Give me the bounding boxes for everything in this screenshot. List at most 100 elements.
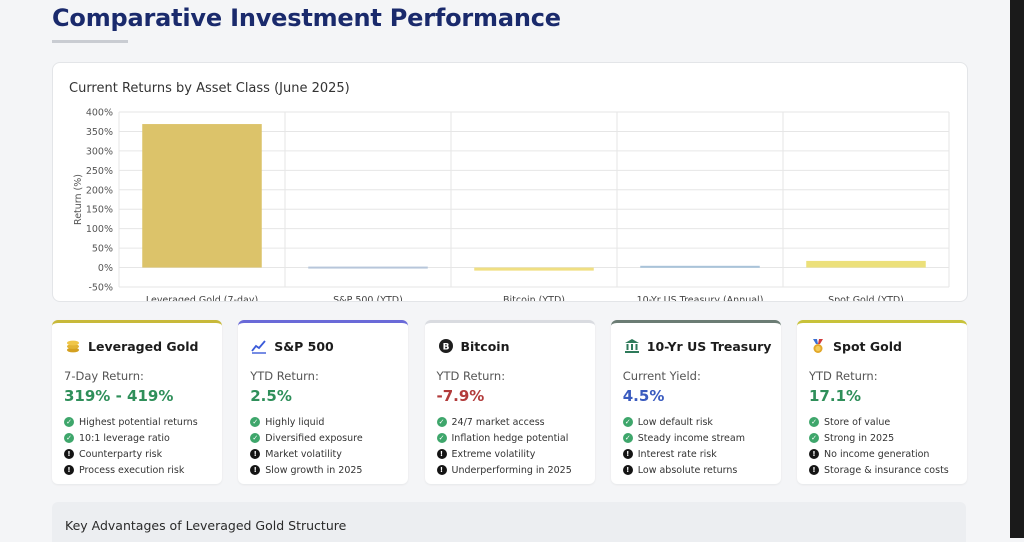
x-tick-label: S&P 500 (YTD) (333, 295, 403, 301)
bar-4 (806, 260, 926, 268)
card-header: B Bitcoin (437, 337, 510, 355)
y-tick-label: 200% (86, 185, 113, 196)
point-text: Highest potential returns (79, 416, 198, 428)
card-title: Bitcoin (460, 338, 510, 354)
point-text: Underperforming in 2025 (451, 464, 572, 476)
window-edge (1010, 0, 1024, 538)
returns-bar-chart: -50% 0% 50% 100% 150% 200% 250% 300% 350% 400% Lev… (73, 108, 950, 301)
point-text: Process execution risk (79, 464, 185, 476)
pro-point: ✓ Inflation hedge potential (436, 430, 572, 446)
card-points-list: ✓ Highest potential returns ✓ 10:1 leverage… (64, 414, 198, 478)
returns-chart-card: Current Returns by Asset Class (June 202… (52, 62, 968, 302)
card-title: S&P 500 (274, 338, 334, 354)
asset-card: Spot Gold YTD Return: 17.1% ✓ Store of value… (797, 320, 967, 484)
x-tick-label: Leveraged Gold (7-day) (146, 295, 258, 301)
x-tick-label: Spot Gold (YTD) (828, 295, 904, 301)
check-circle-icon: ✓ (64, 433, 74, 443)
point-text: Extreme volatility (451, 448, 536, 460)
card-header: Spot Gold (809, 337, 902, 355)
con-point: ! Process execution risk (64, 462, 198, 478)
y-tick-label: 300% (86, 146, 113, 157)
y-tick-label: 100% (86, 224, 113, 235)
chart-title: Current Returns by Asset Class (June 202… (69, 81, 350, 96)
y-tick-label: 250% (86, 166, 113, 177)
con-point: ! Market volatility (250, 446, 362, 462)
key-advantages-section: Key Advantages of Leveraged Gold Structu… (52, 502, 966, 542)
card-header: Leveraged Gold (64, 337, 198, 355)
asset-cards-row: Leveraged Gold 7-Day Return: 319% - 419% ✓ H… (52, 320, 967, 486)
pro-point: ✓ Highly liquid (250, 414, 362, 430)
card-points-list: ✓ Low default risk ✓ Steady income stream! I… (622, 414, 745, 478)
exclamation-circle-icon: ! (250, 449, 261, 459)
page-title: Comparative Investment Performance (52, 4, 561, 32)
point-text: 10:1 leverage ratio (79, 432, 170, 444)
bar-3 (640, 265, 760, 268)
card-value: 4.5% (622, 387, 665, 405)
check-circle-icon: ✓ (250, 433, 261, 443)
exclamation-circle-icon: ! (436, 465, 447, 475)
y-tick-label: 150% (86, 205, 113, 216)
card-title: Spot Gold (833, 338, 902, 354)
exclamation-circle-icon: ! (436, 449, 447, 459)
exclamation-circle-icon: ! (64, 465, 74, 475)
y-tick-label: -50% (88, 283, 113, 294)
point-text: Diversified exposure (265, 432, 363, 444)
medal-icon (809, 338, 827, 354)
pro-point: ✓ Steady income stream (622, 430, 745, 446)
con-point: ! No income generation (809, 446, 949, 462)
point-text: Inflation hedge potential (451, 432, 569, 444)
bitcoin-icon: B (437, 338, 455, 354)
pro-point: ✓ 10:1 leverage ratio (64, 430, 198, 446)
con-point: ! Storage & insurance costs (809, 462, 949, 478)
exclamation-circle-icon: ! (809, 449, 819, 459)
check-circle-icon: ✓ (436, 417, 447, 427)
card-title: 10-Yr US Treasury (646, 338, 772, 354)
point-text: Market volatility (265, 448, 342, 460)
point-text: Highly liquid (265, 416, 325, 428)
title-underline (52, 40, 128, 43)
card-value: 17.1% (809, 387, 862, 405)
exclamation-circle-icon: ! (809, 465, 819, 475)
check-circle-icon: ✓ (622, 433, 633, 443)
pro-point: ✓ 24/7 market access (436, 414, 572, 430)
bar-0 (142, 124, 262, 268)
con-point: ! Slow growth in 2025 (250, 462, 362, 478)
point-text: 24/7 market access (451, 416, 545, 428)
svg-text:B: B (442, 343, 449, 353)
check-circle-icon: ✓ (250, 417, 261, 427)
key-advantages-title: Key Advantages of Leveraged Gold Structu… (65, 518, 347, 533)
y-tick-label: 400% (86, 108, 113, 119)
con-point: ! Underperforming in 2025 (436, 462, 572, 478)
exclamation-circle-icon: ! (622, 449, 633, 459)
card-points-list: ✓ Highly liquid ✓ Diversified exposure! Mark… (250, 414, 363, 478)
con-point: ! Extreme volatility (436, 446, 572, 462)
point-text: Interest rate risk (637, 448, 717, 460)
card-title: Leveraged Gold (88, 338, 199, 354)
card-metric-label: 7-Day Return: (64, 369, 144, 383)
card-value: 2.5% (250, 387, 292, 405)
point-text: Storage & insurance costs (824, 464, 949, 476)
check-circle-icon: ✓ (809, 433, 819, 443)
bar-1 (308, 266, 428, 269)
bar-2 (474, 267, 594, 271)
asset-card: 10-Yr US Treasury Current Yield: 4.5% ✓ Low … (610, 320, 781, 484)
card-metric-label: YTD Return: (436, 369, 506, 383)
con-point: ! Counterparty risk (64, 446, 198, 462)
point-text: Low default risk (637, 416, 713, 428)
bank-building-icon (623, 338, 641, 354)
pro-point: ✓ Store of value (809, 414, 949, 430)
check-circle-icon: ✓ (809, 417, 819, 427)
x-tick-label: Bitcoin (YTD) (503, 295, 565, 301)
point-text: Store of value (824, 416, 891, 428)
point-text: Counterparty risk (79, 448, 163, 460)
y-axis-label: Return (%) (73, 174, 84, 225)
con-point: ! Interest rate risk (622, 446, 745, 462)
exclamation-circle-icon: ! (250, 465, 261, 475)
check-circle-icon: ✓ (64, 417, 74, 427)
card-value: 319% - 419% (64, 387, 174, 405)
card-value: -7.9% (436, 387, 485, 405)
pro-point: ✓ Highest potential returns (64, 414, 198, 430)
card-header: S&P 500 (250, 337, 334, 355)
card-points-list: ✓ 24/7 market access ✓ Inflation hedge pote… (436, 414, 572, 478)
card-metric-label: YTD Return: (809, 369, 878, 383)
